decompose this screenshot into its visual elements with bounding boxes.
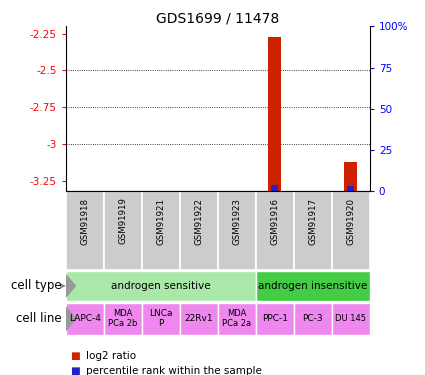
Text: log2 ratio: log2 ratio bbox=[86, 351, 136, 361]
Bar bbox=[66, 271, 256, 301]
Text: GSM91919: GSM91919 bbox=[118, 198, 127, 244]
Bar bbox=[66, 191, 104, 270]
Bar bbox=[256, 191, 294, 270]
Text: MDA
PCa 2b: MDA PCa 2b bbox=[108, 309, 138, 328]
Text: ■: ■ bbox=[70, 351, 80, 361]
Bar bbox=[256, 271, 370, 301]
Bar bbox=[218, 191, 256, 270]
Text: GSM91918: GSM91918 bbox=[80, 198, 89, 244]
Text: androgen insensitive: androgen insensitive bbox=[258, 281, 367, 291]
Bar bbox=[256, 303, 294, 334]
Title: GDS1699 / 11478: GDS1699 / 11478 bbox=[156, 11, 280, 25]
Text: GSM91922: GSM91922 bbox=[194, 198, 203, 244]
Text: 22Rv1: 22Rv1 bbox=[184, 314, 213, 323]
Bar bbox=[294, 303, 332, 334]
Bar bbox=[142, 191, 180, 270]
Bar bbox=[180, 191, 218, 270]
Text: PC-3: PC-3 bbox=[303, 314, 323, 323]
Bar bbox=[294, 191, 332, 270]
Text: GSM91920: GSM91920 bbox=[346, 198, 355, 244]
Bar bbox=[332, 303, 370, 334]
Bar bbox=[142, 303, 180, 334]
Bar bbox=[218, 303, 256, 334]
Text: PPC-1: PPC-1 bbox=[262, 314, 288, 323]
Bar bbox=[271, 184, 278, 191]
Text: GSM91923: GSM91923 bbox=[232, 198, 241, 244]
Text: LNCa
P: LNCa P bbox=[149, 309, 173, 328]
Bar bbox=[344, 162, 357, 191]
Bar bbox=[66, 303, 104, 334]
Polygon shape bbox=[66, 307, 75, 331]
Text: cell type: cell type bbox=[11, 279, 62, 292]
Bar bbox=[180, 303, 218, 334]
Text: ■: ■ bbox=[70, 366, 80, 375]
Text: cell line: cell line bbox=[16, 312, 62, 325]
Text: LAPC-4: LAPC-4 bbox=[69, 314, 101, 323]
Bar bbox=[347, 186, 354, 191]
Text: percentile rank within the sample: percentile rank within the sample bbox=[86, 366, 262, 375]
Text: GSM91916: GSM91916 bbox=[270, 198, 279, 244]
Text: DU 145: DU 145 bbox=[335, 314, 366, 323]
Bar bbox=[268, 37, 281, 191]
Bar bbox=[332, 191, 370, 270]
Bar bbox=[104, 191, 142, 270]
Polygon shape bbox=[66, 275, 75, 297]
Text: GSM91917: GSM91917 bbox=[308, 198, 317, 244]
Text: androgen sensitive: androgen sensitive bbox=[111, 281, 211, 291]
Bar bbox=[104, 303, 142, 334]
Text: GSM91921: GSM91921 bbox=[156, 198, 165, 244]
Text: MDA
PCa 2a: MDA PCa 2a bbox=[222, 309, 251, 328]
